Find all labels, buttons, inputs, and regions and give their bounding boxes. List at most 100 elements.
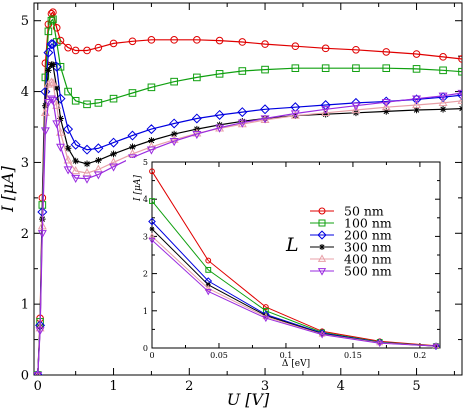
data-point (128, 89, 137, 97)
series-line (37, 43, 462, 375)
data-point (170, 36, 178, 44)
series-100-nm (34, 15, 462, 375)
data-point (127, 130, 138, 141)
inset-plot: 0 0.05 0.1 0.15 0.2 0 1 2 3 4 5 Δ [eV] I [μA] 50 nm10… (126, 158, 448, 369)
data-point (63, 166, 73, 175)
inset-y-tick-label: 3 (143, 232, 148, 241)
inset-data-point (205, 257, 212, 264)
inset-data-point (318, 332, 326, 339)
data-point (94, 43, 103, 52)
data-point (169, 134, 179, 143)
legend-label: 300 nm (344, 240, 392, 255)
inset-data-point (262, 304, 269, 310)
legend-marker (317, 268, 327, 276)
data-point (35, 370, 41, 375)
inset-x-tick-label: 0.2 (414, 351, 427, 360)
data-point (457, 89, 462, 98)
data-point (47, 16, 56, 25)
data-point (53, 84, 61, 92)
data-point (438, 92, 448, 101)
data-point (192, 128, 202, 137)
data-point (146, 124, 157, 135)
inset-y-tick-label: 4 (143, 195, 148, 204)
data-point (46, 77, 56, 86)
data-point (321, 44, 330, 53)
inset-x-tick-label: 0.1 (280, 351, 293, 360)
data-point (261, 40, 269, 48)
data-point (170, 77, 178, 86)
data-point (382, 108, 390, 115)
data-point (239, 118, 246, 125)
data-point (237, 107, 248, 118)
data-point (109, 39, 118, 48)
data-point (46, 39, 57, 50)
x-axis-label: U [V] (227, 390, 270, 409)
inset-data-point (204, 289, 212, 296)
data-point (321, 106, 331, 115)
data-point (381, 102, 391, 111)
data-point (146, 146, 156, 155)
data-point (215, 36, 224, 45)
x-tick-label: 1 (109, 379, 117, 394)
data-point (413, 106, 420, 114)
data-point (128, 37, 137, 46)
legend-label: 400 nm (344, 252, 392, 267)
data-point (169, 118, 180, 129)
legend-entry: 300 nm (310, 240, 392, 255)
y-tick-label: 3 (21, 156, 29, 171)
inset-y-axis-label: I [μA] (133, 175, 143, 202)
data-point (147, 83, 156, 92)
data-point (128, 148, 137, 158)
data-point (49, 61, 57, 68)
data-point (82, 175, 92, 184)
data-point (169, 138, 179, 147)
data-point (412, 95, 422, 104)
inset-data-point (376, 340, 384, 348)
data-point (352, 64, 360, 72)
data-point (49, 15, 57, 24)
data-point (458, 67, 462, 76)
data-point (82, 144, 93, 155)
data-point (193, 73, 201, 82)
inset-data-point (148, 237, 156, 245)
data-point (238, 38, 247, 46)
data-point (238, 67, 247, 75)
y-tick-label: 2 (21, 227, 29, 242)
data-point (215, 70, 224, 78)
inset-data-point (205, 266, 212, 273)
data-point (412, 50, 421, 58)
data-point (109, 157, 119, 166)
data-point (321, 64, 330, 72)
data-point (260, 115, 270, 124)
inset-x-tick-label: 0 (149, 351, 154, 360)
data-point (56, 143, 65, 152)
data-point (191, 113, 202, 124)
data-point (321, 107, 331, 116)
legend-marker (319, 244, 325, 250)
data-point (290, 110, 300, 119)
data-point (93, 171, 103, 180)
data-point (439, 105, 447, 113)
y-tick-label: 0 (21, 369, 29, 384)
data-point (215, 124, 225, 133)
main-plot-frame (33, 2, 463, 376)
data-point (237, 119, 247, 128)
data-point (43, 47, 54, 58)
inset-x-axis-label: Δ [eV] (282, 359, 310, 369)
data-point (63, 124, 74, 135)
data-point (192, 130, 202, 140)
data-point (108, 137, 119, 148)
data-point (412, 65, 421, 73)
data-point (41, 59, 50, 68)
data-point (71, 165, 81, 175)
legend-label: 500 nm (344, 264, 392, 279)
data-point (381, 99, 391, 108)
data-point (291, 64, 300, 72)
y-axis-label: I [μA] (0, 165, 17, 213)
data-point (71, 46, 80, 55)
series-line (37, 18, 462, 375)
inset-data-point (263, 313, 269, 319)
x-tick-label: 2 (185, 379, 193, 394)
